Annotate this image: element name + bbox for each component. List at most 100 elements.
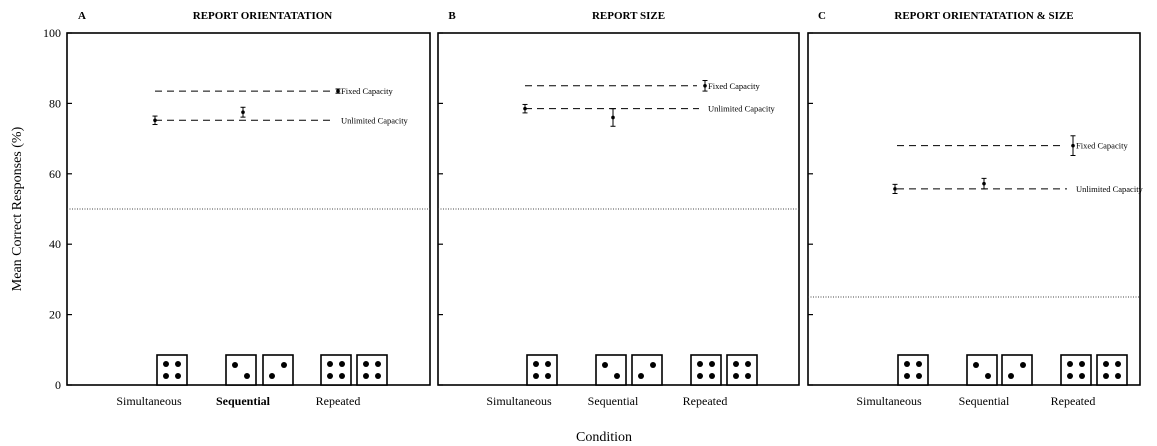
die-pip xyxy=(697,373,703,379)
panel-b-die-repeated-1 xyxy=(690,354,722,386)
panel-a-category-simultaneous: Simultaneous xyxy=(116,394,182,408)
die-pip xyxy=(614,373,620,379)
die-pip xyxy=(745,373,751,379)
panel-b-die-repeated-2 xyxy=(726,354,758,386)
die-pip xyxy=(1103,361,1109,367)
panel-a-category-sequential: Sequential xyxy=(216,394,271,408)
panel-b-category-simultaneous: Simultaneous xyxy=(486,394,552,408)
die-pip xyxy=(916,373,922,379)
panel-c-category-repeated: Repeated xyxy=(1051,394,1096,408)
die-face xyxy=(320,354,352,386)
die-pip xyxy=(533,373,539,379)
die-face xyxy=(897,354,929,386)
panel-b-letter: B xyxy=(448,10,456,22)
die-pip xyxy=(1008,373,1014,379)
panel-a-category-repeated: Repeated xyxy=(316,394,361,408)
die-face xyxy=(690,354,722,386)
panel-c-title: REPORT ORIENTATATION & SIZE xyxy=(894,10,1073,22)
panel-c-frame xyxy=(807,32,1141,386)
panel-c-letter: C xyxy=(818,10,826,22)
die-pip xyxy=(1079,373,1085,379)
die-pip xyxy=(175,361,181,367)
data-point xyxy=(1071,143,1075,148)
panel-b-title: REPORT SIZE xyxy=(592,10,665,22)
die-pip xyxy=(973,362,979,368)
die-face xyxy=(1001,354,1033,386)
die-pip xyxy=(281,362,287,368)
y-axis-title: Mean Correct Responses (%) xyxy=(10,126,25,291)
panel-b-category-repeated: Repeated xyxy=(683,394,728,408)
die-pip xyxy=(163,373,169,379)
die-pip xyxy=(733,373,739,379)
die-face xyxy=(356,354,388,386)
panel-a-letter: A xyxy=(78,10,86,22)
panel-a-die-repeated-2 xyxy=(356,354,388,386)
die-pip xyxy=(339,361,345,367)
panel-c-die-repeated-2 xyxy=(1096,354,1128,386)
panel-b-point-simultaneous xyxy=(522,103,528,114)
panel-c-die-sequential-2 xyxy=(1001,354,1033,386)
die-pip xyxy=(650,362,656,368)
die-face xyxy=(631,354,663,386)
die-face xyxy=(1096,354,1128,386)
die-pip xyxy=(363,373,369,379)
die-pip xyxy=(1067,361,1073,367)
die-pip xyxy=(904,361,910,367)
data-point xyxy=(153,118,157,123)
die-pip xyxy=(363,361,369,367)
y-tick-label: 60 xyxy=(49,167,61,181)
panel-b-ref-label-unlimited: Unlimited Capacity xyxy=(708,104,776,114)
die-pip xyxy=(269,373,275,379)
y-tick-label: 100 xyxy=(43,26,61,40)
die-pip xyxy=(709,361,715,367)
die-pip xyxy=(1115,361,1121,367)
die-pip xyxy=(232,362,238,368)
panel-c-die-sequential-1 xyxy=(966,354,998,386)
panel-b-die-sequential-1 xyxy=(595,354,627,386)
panel-c-ref-label-unlimited: Unlimited Capacity xyxy=(1076,184,1144,194)
die-pip xyxy=(339,373,345,379)
data-point xyxy=(893,187,897,191)
panel-a-title: REPORT ORIENTATATION xyxy=(193,10,333,22)
data-point xyxy=(703,84,707,88)
die-pip xyxy=(1103,373,1109,379)
die-pip xyxy=(697,361,703,367)
die-pip xyxy=(904,373,910,379)
die-pip xyxy=(1067,373,1073,379)
die-pip xyxy=(327,373,333,379)
panel-c-point-sequential xyxy=(981,177,987,190)
die-pip xyxy=(745,361,751,367)
die-pip xyxy=(709,373,715,379)
panel-b-die-sequential-2 xyxy=(631,354,663,386)
panel-b-point-repeated xyxy=(702,80,708,92)
die-pip xyxy=(163,361,169,367)
die-pip xyxy=(375,361,381,367)
panel-a-point-sequential xyxy=(240,106,246,118)
die-pip xyxy=(545,373,551,379)
data-point xyxy=(611,115,615,120)
panel-c-ref-label-fixed: Fixed Capacity xyxy=(1076,141,1128,151)
panel-a-point-repeated xyxy=(335,88,341,94)
die-face xyxy=(966,354,998,386)
panel-a-ref-label-fixed: Fixed Capacity xyxy=(341,86,393,96)
panel-a-ref-label-unlimited: Unlimited Capacity xyxy=(341,115,409,125)
panel-c-die-simultaneous xyxy=(897,354,929,386)
y-tick-label: 0 xyxy=(55,378,61,392)
die-pip xyxy=(638,373,644,379)
data-point xyxy=(241,110,245,114)
data-point xyxy=(982,181,986,186)
die-pip xyxy=(985,373,991,379)
die-face xyxy=(225,354,257,386)
die-pip xyxy=(602,362,608,368)
panel-b-point-sequential xyxy=(610,108,616,127)
die-pip xyxy=(1115,373,1121,379)
panel-b-die-simultaneous xyxy=(526,354,558,386)
y-tick-label: 20 xyxy=(49,308,61,322)
die-pip xyxy=(375,373,381,379)
die-pip xyxy=(327,361,333,367)
panel-b-category-sequential: Sequential xyxy=(588,394,639,408)
y-tick-label: 40 xyxy=(49,237,61,251)
panel-a-die-simultaneous xyxy=(156,354,188,386)
panel-a-die-sequential-2 xyxy=(262,354,294,386)
